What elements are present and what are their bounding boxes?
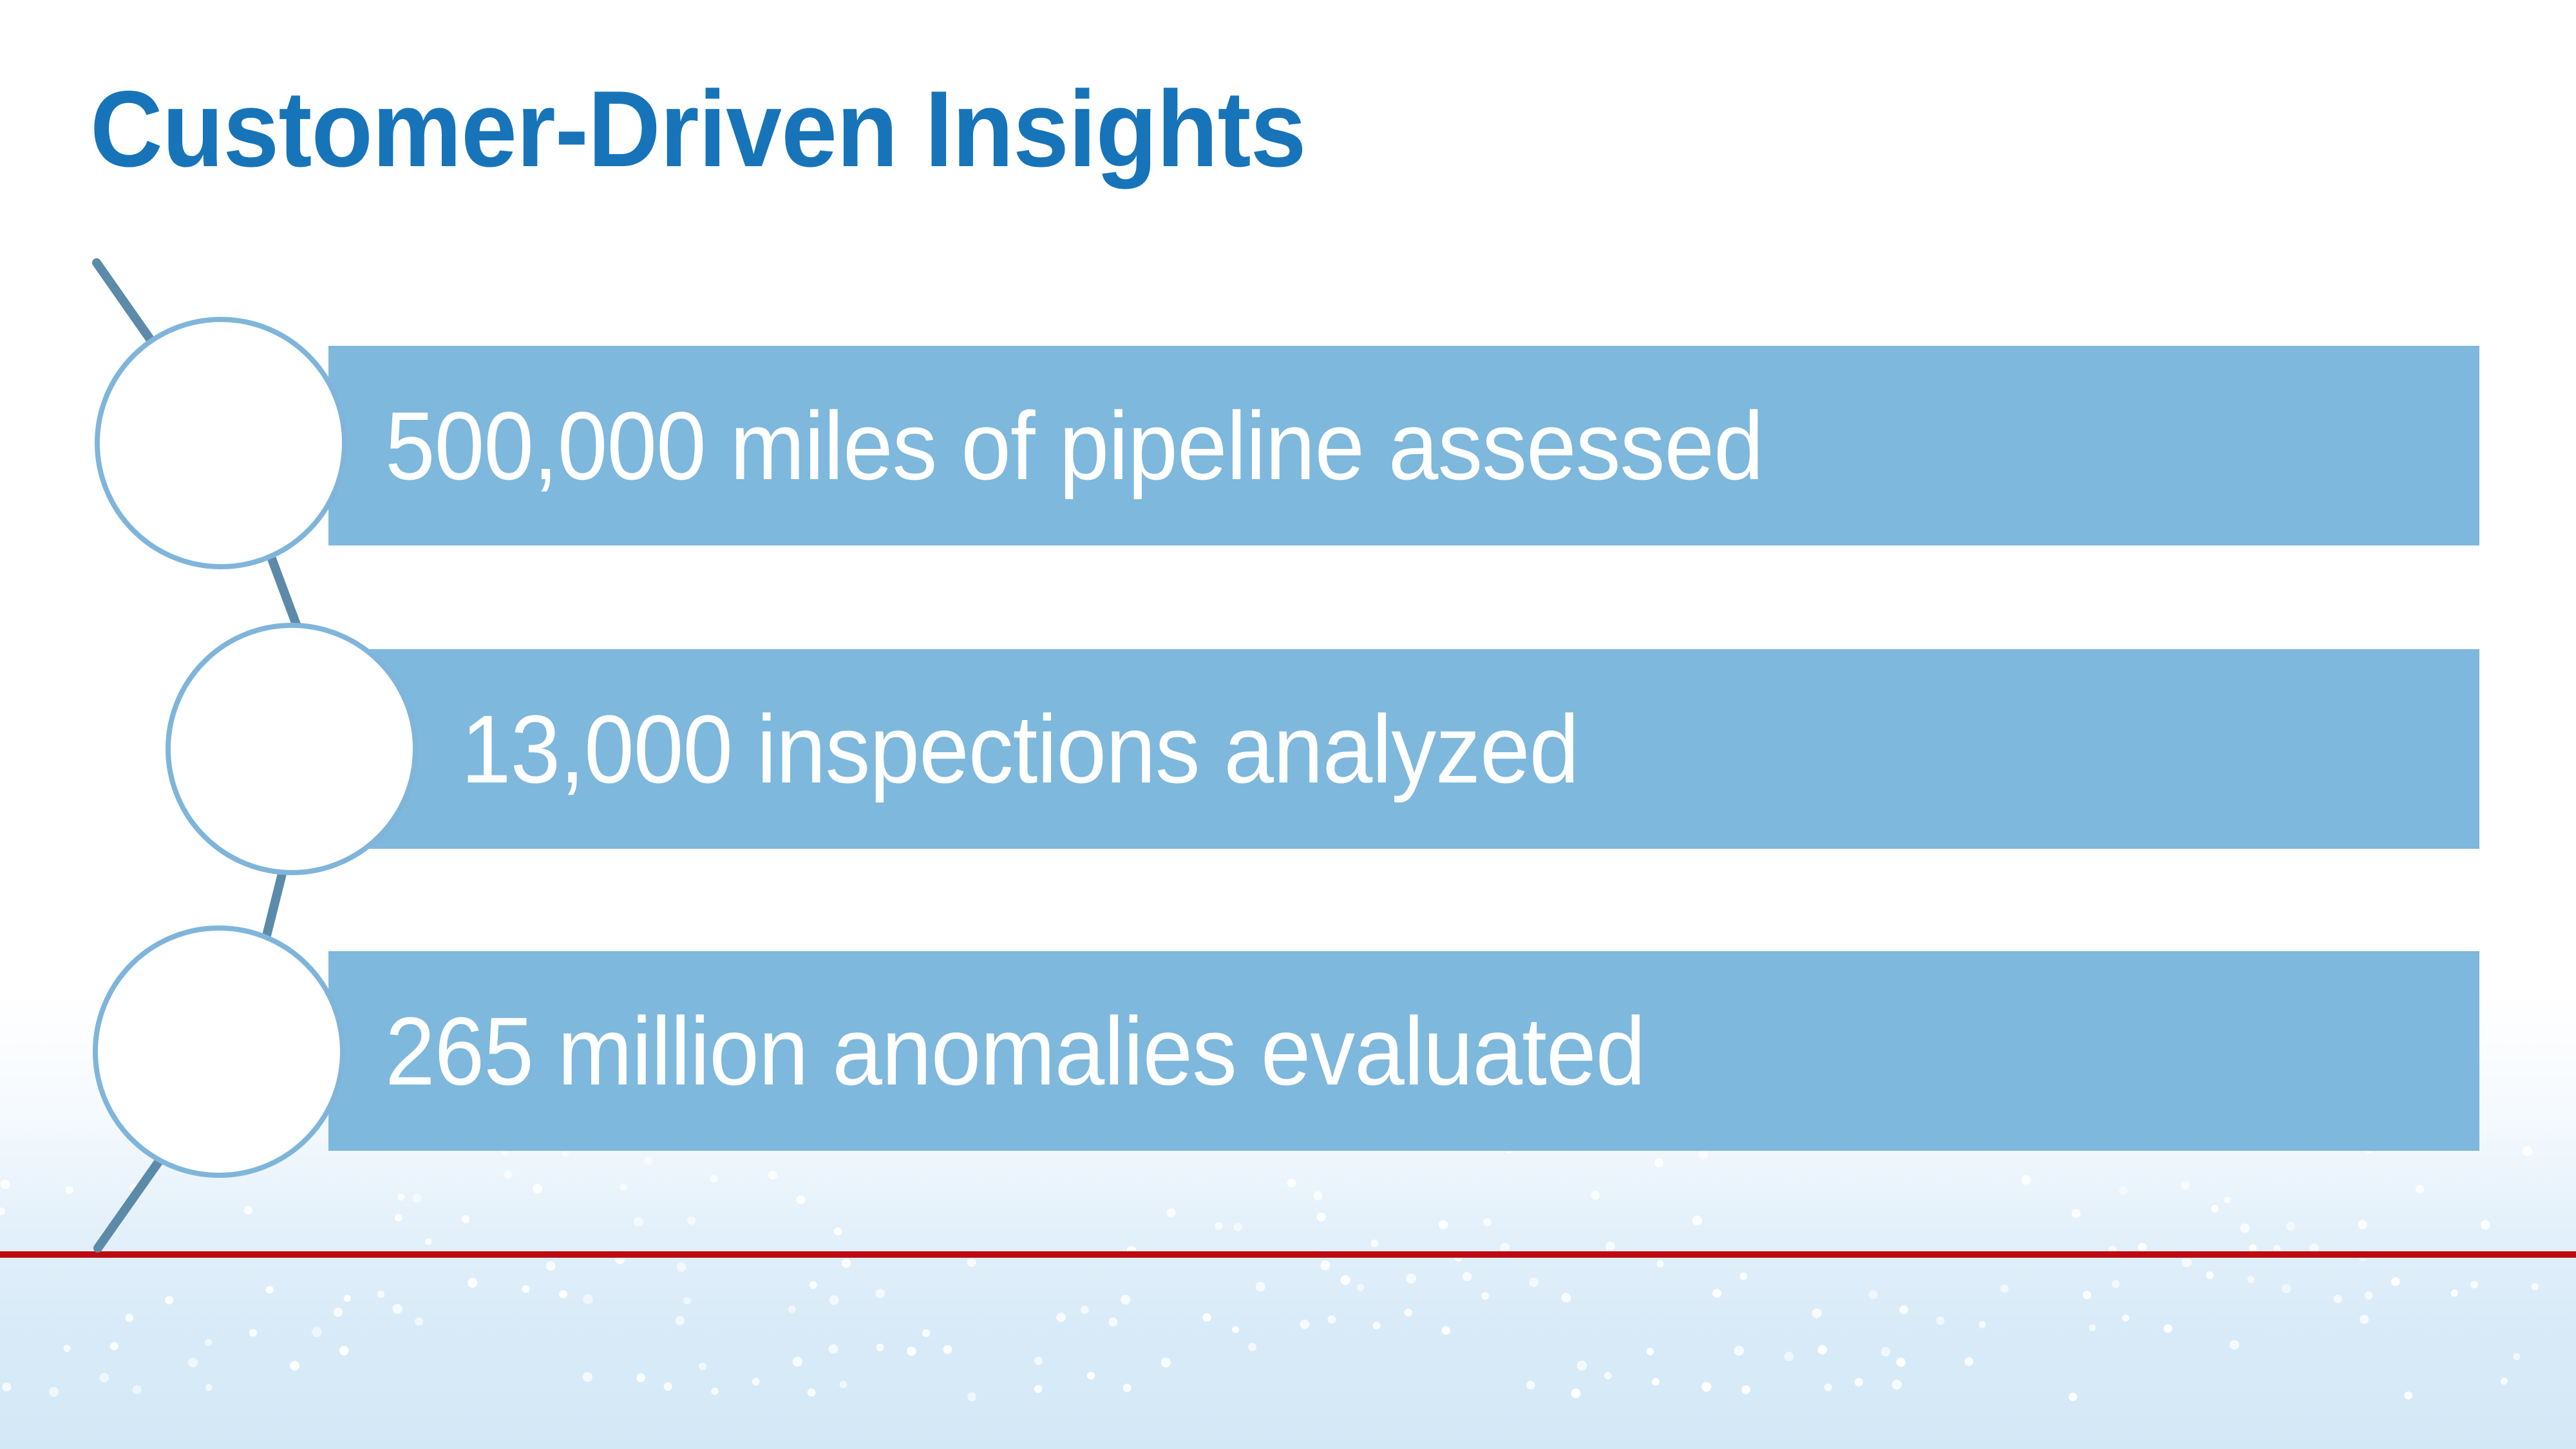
diagram-bar-2: 13,000 inspections analyzed xyxy=(328,649,2479,849)
diagram-bar-1: 500,000 miles of pipeline assessed xyxy=(328,346,2479,545)
diagram-bar-3: 265 million anomalies evaluated xyxy=(328,951,2479,1151)
slide-title: Customer-Driven Insights xyxy=(90,68,1307,189)
diagram-bar-1-label: 500,000 miles of pipeline assessed xyxy=(385,391,1764,500)
bottom-accent-rule xyxy=(0,1251,2576,1258)
diagram-bar-2-label: 13,000 inspections analyzed xyxy=(461,694,1579,803)
diagram-bar-3-label: 265 million anomalies evaluated xyxy=(385,996,1645,1105)
